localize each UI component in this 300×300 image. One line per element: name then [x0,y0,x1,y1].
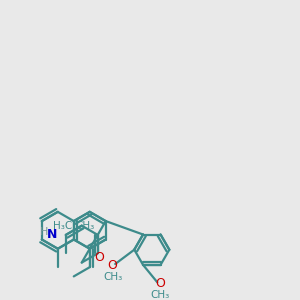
Text: CH₃: CH₃ [150,290,170,300]
Text: O: O [155,278,165,290]
Text: N: N [46,228,57,242]
Text: CH₃: CH₃ [103,272,122,282]
Text: O: O [108,259,118,272]
Text: O: O [94,251,104,265]
Text: H₃C: H₃C [53,221,72,231]
Text: CH₃: CH₃ [75,221,94,231]
Text: H: H [40,227,48,237]
